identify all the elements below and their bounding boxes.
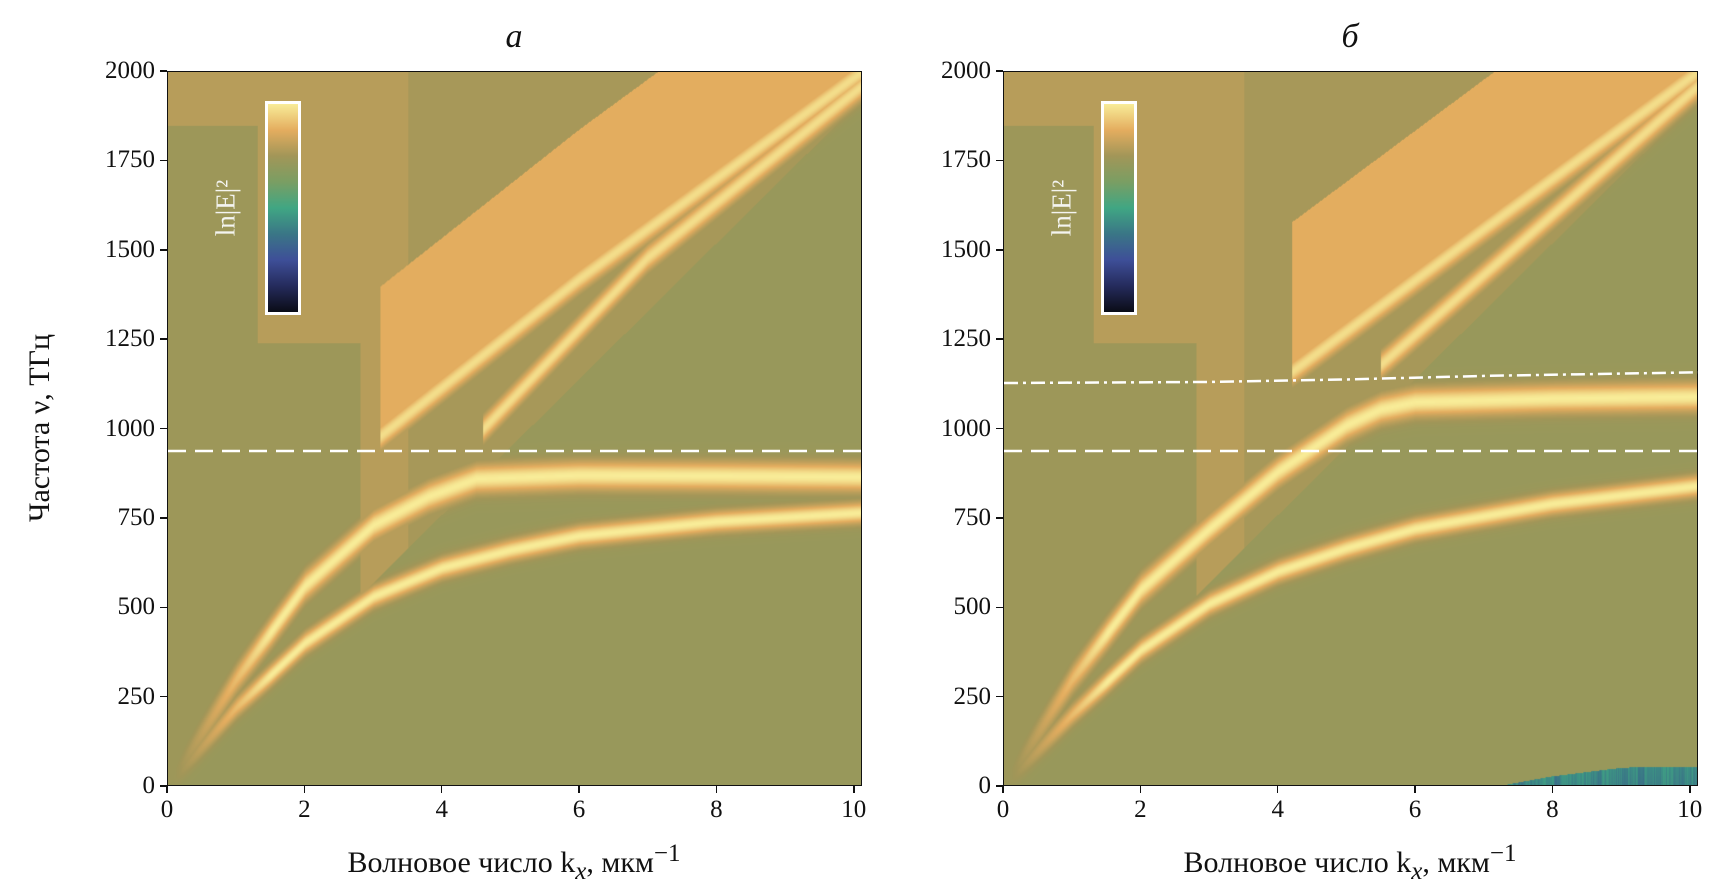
x-tick-label: 2: [298, 796, 311, 823]
x-tick-label: 6: [572, 796, 586, 823]
y-tick-label: 2000: [105, 57, 155, 84]
y-axis-label: Частота ν, ТГц: [23, 333, 56, 523]
y-tick-label: 1250: [941, 325, 991, 353]
y-tick-mark: [996, 427, 1003, 430]
y-tick-label: 1000: [105, 414, 155, 442]
heatmap-axes: ln|E|²: [1003, 71, 1700, 786]
y-tick-label: 2000: [941, 57, 991, 84]
panel-title: а: [505, 18, 523, 55]
x-tick-mark: [1689, 786, 1691, 793]
colorbar-label: ln|E|²: [210, 179, 241, 237]
x-tick-label: 8: [1546, 796, 1559, 823]
y-tick-label: 1500: [941, 235, 991, 263]
y-tick-mark: [996, 606, 1003, 608]
y-tick-label: 750: [953, 503, 992, 531]
y-tick-label: 500: [953, 593, 992, 621]
panel-title: б: [1341, 18, 1359, 55]
y-tick-label: 0: [142, 772, 156, 799]
x-tick-mark: [1276, 786, 1279, 793]
dashdot-line: [1003, 371, 1700, 385]
x-tick-mark: [1414, 786, 1416, 793]
y-tick-mark: [160, 606, 167, 608]
y-tick-mark: [160, 517, 167, 519]
x-tick-mark: [1551, 786, 1554, 793]
x-tick-label: 8: [710, 796, 723, 823]
y-tick-mark: [160, 249, 167, 251]
y-tick-mark: [160, 695, 167, 698]
y-tick-mark: [996, 159, 1003, 162]
y-tick-mark: [160, 427, 167, 430]
overlay-lines: [1003, 371, 1700, 453]
colorbar: [265, 101, 301, 315]
y-tick-label: 500: [117, 593, 156, 621]
y-tick-label: 250: [953, 682, 992, 710]
x-tick-label: 6: [1408, 796, 1422, 823]
x-tick-label: 0: [996, 796, 1010, 823]
x-axis-label: Волновое число kx, мкм−1: [1183, 840, 1517, 885]
x-tick-mark: [578, 786, 580, 793]
y-tick-label: 1500: [105, 235, 155, 263]
x-tick-mark: [853, 786, 855, 793]
y-tick-mark: [996, 249, 1003, 251]
y-tick-label: 750: [117, 503, 156, 531]
y-tick-label: 1750: [105, 146, 155, 174]
y-tick-label: 250: [117, 682, 156, 710]
y-tick-mark: [160, 159, 167, 162]
y-tick-mark: [160, 70, 167, 72]
colorbar-label: ln|E|²: [1046, 179, 1077, 237]
y-tick-mark: [996, 70, 1003, 72]
x-tick-mark: [303, 786, 306, 793]
x-tick-label: 10: [1677, 796, 1703, 823]
y-tick-label: 1250: [105, 325, 155, 353]
x-tick-mark: [440, 786, 443, 793]
x-tick-label: 2: [1134, 796, 1147, 823]
y-tick-label: 0: [978, 772, 992, 799]
x-tick-label: 4: [1271, 796, 1284, 823]
y-tick-mark: [996, 695, 1003, 698]
y-tick-mark: [160, 785, 167, 787]
x-tick-label: 4: [435, 796, 448, 823]
x-tick-label: 10: [841, 796, 867, 823]
y-tick-mark: [160, 338, 167, 340]
y-tick-mark: [996, 785, 1003, 787]
y-tick-mark: [996, 338, 1003, 340]
x-tick-mark: [1002, 786, 1004, 793]
x-tick-label: 0: [160, 796, 174, 823]
x-tick-mark: [1139, 786, 1142, 793]
x-axis-label: Волновое число kx, мкм−1: [347, 840, 681, 885]
x-tick-mark: [166, 786, 168, 793]
x-tick-mark: [715, 786, 718, 793]
colorbar: [1101, 101, 1137, 315]
heatmap-axes: ln|E|²: [167, 71, 863, 786]
overlay-lines: [168, 449, 863, 453]
y-tick-label: 1000: [941, 414, 991, 442]
y-tick-mark: [996, 517, 1003, 519]
y-tick-label: 1750: [941, 146, 991, 174]
